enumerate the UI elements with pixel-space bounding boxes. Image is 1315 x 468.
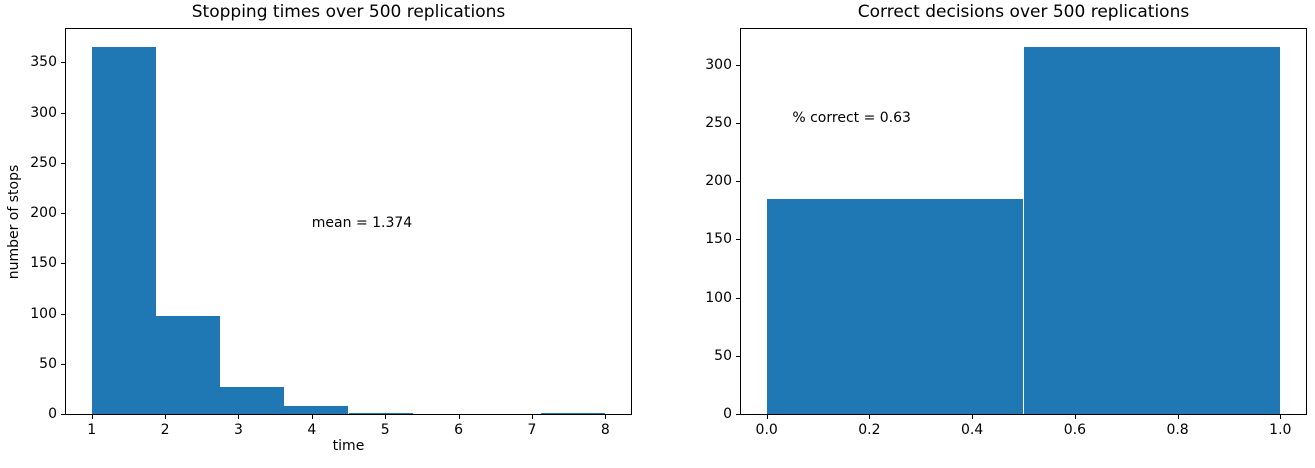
mean-annotation: mean = 1.374 bbox=[311, 215, 413, 232]
y-axis-tick bbox=[736, 355, 740, 357]
x-axis-tick-label: 3 bbox=[233, 422, 243, 438]
x-axis-tick-label: 6 bbox=[454, 422, 464, 438]
x-axis-tick-label: 1.0 bbox=[1269, 422, 1292, 438]
y-axis-tick-label: 0 bbox=[48, 406, 57, 422]
right-plot-axes: Correct decisions over 500 replications … bbox=[705, 2, 1307, 438]
left-plot-area: mean = 1.374 bbox=[66, 29, 631, 414]
histogram-bar bbox=[1023, 47, 1281, 414]
x-axis-tick bbox=[766, 415, 768, 419]
y-axis-tick bbox=[736, 239, 740, 241]
y-axis-tick-label: 50 bbox=[39, 355, 57, 372]
y-axis-tick-label: 150 bbox=[30, 255, 57, 272]
x-axis-tick-label: 0.0 bbox=[755, 422, 778, 438]
x-axis-tick bbox=[869, 415, 871, 419]
x-axis-tick-label: 7 bbox=[527, 422, 537, 438]
y-axis-tick bbox=[61, 363, 65, 365]
x-axis-tick bbox=[972, 415, 974, 419]
y-axis-tick bbox=[61, 213, 65, 215]
y-axis-tick bbox=[736, 297, 740, 299]
y-axis-tick-label: 250 bbox=[30, 154, 57, 171]
histogram-bar bbox=[220, 386, 285, 414]
right-plot-title: Correct decisions over 500 replications bbox=[857, 2, 1190, 22]
y-axis-tick-label: 150 bbox=[705, 231, 732, 248]
x-axis-tick bbox=[1074, 415, 1076, 419]
y-axis-tick bbox=[61, 313, 65, 315]
y-axis-tick bbox=[61, 62, 65, 64]
x-axis-tick bbox=[165, 415, 167, 419]
y-axis-tick-label: 50 bbox=[714, 347, 732, 364]
histogram-bar bbox=[348, 412, 413, 414]
left-plot-x-axis-label: time bbox=[332, 438, 365, 454]
left-plot-y-axis-label: number of stops bbox=[6, 164, 22, 279]
right-plot-area: % correct = 0.63 bbox=[741, 29, 1306, 414]
y-axis-tick bbox=[61, 112, 65, 114]
y-axis-tick bbox=[61, 263, 65, 265]
y-axis-tick-label: 300 bbox=[30, 104, 57, 121]
y-axis-tick-label: 300 bbox=[705, 56, 732, 73]
x-axis-tick bbox=[605, 415, 607, 419]
x-axis-tick bbox=[385, 415, 387, 419]
x-axis-tick bbox=[1177, 415, 1179, 419]
x-axis-tick bbox=[238, 415, 240, 419]
x-axis-tick-label: 8 bbox=[600, 422, 610, 438]
percent-correct-annotation: % correct = 0.63 bbox=[792, 110, 911, 127]
left-plot-axes: Stopping times over 500 replications num… bbox=[6, 2, 632, 454]
x-axis-tick-label: 2 bbox=[160, 422, 170, 438]
x-axis-tick-label: 5 bbox=[380, 422, 390, 438]
y-axis-tick-label: 200 bbox=[30, 205, 57, 222]
x-axis-tick-label: 4 bbox=[307, 422, 317, 438]
histogram-bar bbox=[541, 412, 606, 414]
y-axis-tick-label: 100 bbox=[705, 289, 732, 306]
y-axis-tick-label: 350 bbox=[30, 54, 57, 71]
x-axis-tick-label: 0.8 bbox=[1166, 422, 1189, 438]
x-axis-tick bbox=[1280, 415, 1282, 419]
y-axis-tick-label: 0 bbox=[723, 406, 732, 422]
y-axis-tick bbox=[736, 181, 740, 183]
x-axis-tick bbox=[531, 415, 533, 419]
x-axis-tick bbox=[91, 415, 93, 419]
histogram-bar bbox=[284, 405, 349, 414]
y-axis-tick bbox=[736, 414, 740, 415]
x-axis-tick-label: 0.6 bbox=[1063, 422, 1086, 438]
left-plot-title: Stopping times over 500 replications bbox=[191, 2, 506, 22]
x-axis-tick-label: 0.4 bbox=[960, 422, 984, 438]
y-axis-tick bbox=[736, 122, 740, 124]
y-axis-tick bbox=[61, 414, 65, 415]
histogram-bar bbox=[155, 315, 221, 414]
x-axis-tick bbox=[458, 415, 460, 419]
y-axis-tick bbox=[736, 64, 740, 66]
y-axis-tick bbox=[61, 162, 65, 164]
y-axis-tick-label: 250 bbox=[705, 114, 732, 131]
x-axis-tick-label: 0.2 bbox=[858, 422, 881, 438]
histogram-bar bbox=[91, 47, 156, 414]
y-axis-tick-label: 200 bbox=[705, 173, 732, 190]
x-axis-tick bbox=[311, 415, 313, 419]
histogram-bar bbox=[766, 198, 1024, 414]
x-axis-tick-label: 1 bbox=[87, 422, 97, 438]
y-axis-tick-label: 100 bbox=[30, 305, 57, 322]
